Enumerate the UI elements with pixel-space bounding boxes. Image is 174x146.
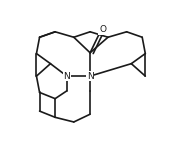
Text: N: N <box>87 72 93 81</box>
Text: O: O <box>99 25 106 34</box>
Text: N: N <box>63 72 70 81</box>
